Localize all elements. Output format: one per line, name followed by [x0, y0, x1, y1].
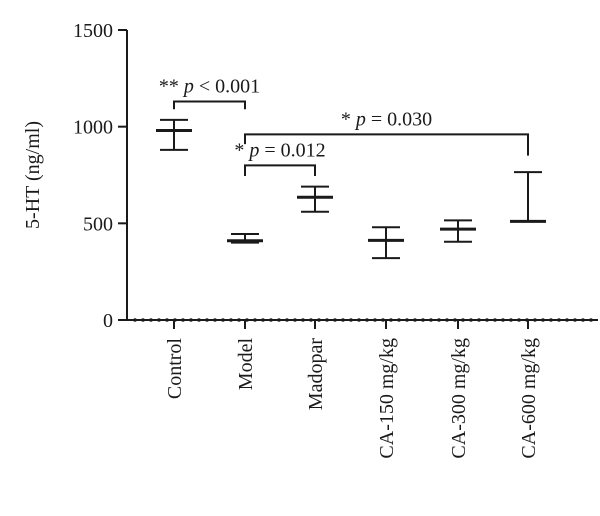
x-axis-dot: [589, 318, 593, 322]
error-bar-group: [368, 226, 404, 260]
x-axis-dot: [461, 318, 465, 322]
error-bar-group: [156, 118, 192, 151]
y-tick-label: 1000: [73, 117, 113, 139]
x-axis-dot: [341, 318, 345, 322]
x-axis-dot: [357, 318, 361, 322]
x-axis-dot: [245, 318, 249, 322]
x-axis-dot: [541, 318, 545, 322]
x-axis-dot: [253, 318, 257, 322]
p-symbol: p: [354, 108, 366, 130]
x-axis-dot: [141, 318, 145, 322]
error-bars: [156, 118, 546, 260]
x-axis-dot: [373, 318, 377, 322]
x-tick-label: Model: [235, 338, 257, 391]
x-axis-dot: [269, 318, 273, 322]
y-axis: 0 500 1000 1500: [73, 20, 128, 332]
x-axis-dot: [429, 318, 433, 322]
x-axis-dot: [237, 318, 241, 322]
x-axis-dot: [133, 318, 137, 322]
x-axis-dot: [389, 318, 393, 322]
x-axis-dot: [469, 318, 473, 322]
x-axis-dot: [565, 318, 569, 322]
x-axis-dot: [453, 318, 457, 322]
x-axis-dot: [485, 318, 489, 322]
x-axis-dot: [213, 318, 217, 322]
p-symbol: p: [182, 76, 194, 98]
x-axis-dot: [557, 318, 561, 322]
p-value: = 0.030: [366, 108, 432, 130]
x-axis: Control Model Madopar CA-150 mg/kg CA-300 mg…: [127, 318, 598, 459]
significance-brackets: ** p < 0.001* p = 0.030* p = 0.012: [159, 76, 529, 176]
x-axis-dot: [221, 318, 225, 322]
error-bar-group: [227, 232, 263, 244]
y-axis-label: 5-HT (ng/ml): [22, 121, 44, 229]
x-axis-dot: [397, 318, 401, 322]
significance-stars: *: [234, 139, 249, 161]
x-axis-dot: [285, 318, 289, 322]
significance-bracket: * p = 0.012: [234, 139, 326, 176]
significance-label: * p = 0.030: [341, 108, 432, 130]
x-axis-dot: [365, 318, 369, 322]
p-symbol: p: [247, 139, 259, 161]
x-tick-label: CA-300 mg/kg: [448, 338, 470, 459]
x-axis-dot: [445, 318, 449, 322]
significance-bracket: ** p < 0.001: [159, 76, 260, 110]
x-axis-dot: [549, 318, 553, 322]
p-value: = 0.012: [259, 139, 325, 161]
p-value: < 0.001: [194, 76, 260, 98]
x-tick-label: Madopar: [305, 338, 327, 411]
error-bar-group: [297, 185, 333, 213]
x-axis-dot: [533, 318, 537, 322]
significance-bracket: * p = 0.030: [244, 108, 529, 156]
x-axis-dot: [277, 318, 281, 322]
x-axis-dot: [205, 318, 209, 322]
x-axis-dot: [189, 318, 193, 322]
x-axis-dot: [317, 318, 321, 322]
x-axis-dot: [229, 318, 233, 322]
y-tick-label: 1500: [73, 20, 113, 42]
x-axis-dot: [349, 318, 353, 322]
error-bar-group: [510, 171, 546, 223]
x-axis-dot: [421, 318, 425, 322]
significance-label: * p = 0.012: [234, 139, 325, 161]
x-axis-dot: [501, 318, 505, 322]
x-axis-dot: [437, 318, 441, 322]
x-axis-dot: [149, 318, 153, 322]
x-axis-dot: [181, 318, 185, 322]
x-axis-dot: [261, 318, 265, 322]
significance-label: ** p < 0.001: [159, 76, 260, 98]
y-tick-label: 500: [83, 213, 113, 235]
x-axis-dot: [493, 318, 497, 322]
x-axis-dot: [381, 318, 385, 322]
bracket-line: [244, 164, 316, 176]
x-tick-label: CA-150 mg/kg: [376, 338, 398, 459]
x-axis-dot: [197, 318, 201, 322]
y-tick-label: 0: [103, 310, 113, 332]
x-axis-dot: [325, 318, 329, 322]
bracket-line: [173, 100, 246, 110]
x-axis-dot: [157, 318, 161, 322]
x-axis-dot: [293, 318, 297, 322]
x-axis-dot: [301, 318, 305, 322]
x-tick-label: CA-600 mg/kg: [518, 338, 540, 459]
x-axis-dot: [413, 318, 417, 322]
x-axis-dot: [573, 318, 577, 322]
x-axis-dot: [509, 318, 513, 322]
bracket-line: [244, 133, 529, 156]
error-bar-group: [440, 219, 476, 243]
x-axis-dot: [405, 318, 409, 322]
x-axis-dot: [477, 318, 481, 322]
significance-stars: *: [341, 108, 356, 130]
x-axis-dot: [517, 318, 521, 322]
x-tick-label: Control: [164, 338, 186, 400]
x-axis-dot: [581, 318, 585, 322]
x-axis-dot: [333, 318, 337, 322]
x-axis-dot: [309, 318, 313, 322]
significance-stars: **: [159, 76, 184, 98]
x-axis-dot: [165, 318, 169, 322]
